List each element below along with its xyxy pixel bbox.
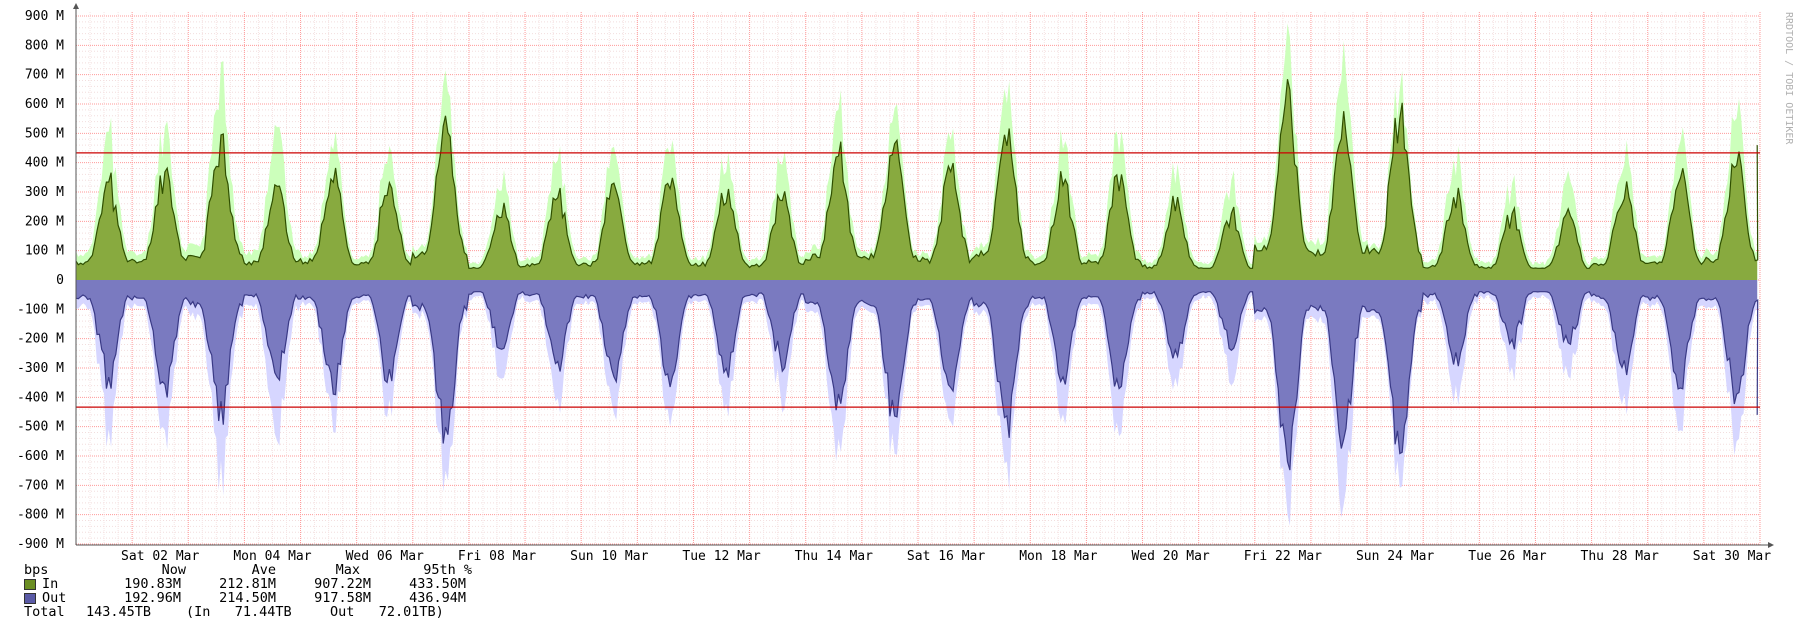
in-avg-area [76,79,1758,280]
x-tick-label: Sun 10 Mar [570,549,648,560]
y-tick-label: -500 M [17,420,64,435]
y-tick-label: 300 M [25,185,64,200]
x-tick-label: Tue 12 Mar [682,549,760,560]
y-tick-label: 900 M [25,9,64,24]
y-tick-label: 500 M [25,126,64,141]
legend-header-now: Now [161,562,186,578]
legend-out-max: 917.58M [314,590,371,606]
y-tick-label: 800 M [25,38,64,53]
legend-row-out: Out 192.96M 214.50M 917.58M 436.94M [24,591,472,605]
x-tick-label: Mon 18 Mar [1019,549,1097,560]
chart-axes [73,3,1774,548]
y-tick-label: -100 M [17,302,64,317]
y-tick-label: 100 M [25,244,64,259]
x-tick-label: Thu 14 Mar [795,549,873,560]
legend-total-value: 143.45TB [86,604,152,620]
x-tick-label: Wed 06 Mar [346,549,424,560]
legend-out-p95: 436.94M [409,590,466,606]
average-areas [75,79,1759,471]
y-tick-label: -900 M [17,537,64,552]
percentile-lines [76,152,1760,408]
legend-row-in: In 190.83M 212.81M 907.22M 433.50M [24,577,472,591]
legend-total-row: Total 143.45TB (In 71.44TB Out 72.01TB) [24,605,472,619]
legend-header-ave: Ave [251,562,276,578]
legend-total-label: Total [24,604,65,620]
x-tick-label: Sat 30 Mar [1693,549,1771,560]
out-avg-line [75,290,1759,471]
x-tick-label: Tue 26 Mar [1468,549,1546,560]
legend-in-now: 190.83M [124,576,181,592]
legend-in-ave: 212.81M [219,576,276,592]
legend-swatch-out [24,592,36,604]
x-axis-arrow [1768,542,1774,548]
legend-unit: bps [24,562,49,578]
legend-header-max: Max [335,562,360,578]
rrdtool-watermark: RRDTOOL / TOBI OETIKER [1783,12,1794,145]
y-tick-label: -700 M [17,478,64,493]
y-tick-label: 600 M [25,97,64,112]
x-tick-label: Mon 04 Mar [233,549,311,560]
y-axis-arrow [73,3,79,9]
legend-out-now: 192.96M [124,590,181,606]
x-tick-label: Thu 28 Mar [1581,549,1659,560]
in-avg-line [75,79,1759,270]
x-tick-label: Sat 16 Mar [907,549,985,560]
x-tick-label: Sat 02 Mar [121,549,199,560]
y-axis-labels: 900 M 800 M 700 M 600 M 500 M 400 M 300 M 200 M… [17,9,64,552]
y-tick-label: 0 [56,273,64,288]
y-tick-label: -600 M [17,449,64,464]
y-tick-label: 200 M [25,214,64,229]
y-tick-label: -400 M [17,390,64,405]
legend-label-in: In [42,576,59,592]
legend-in-max: 907.22M [314,576,371,592]
legend-total-out: Out 72.01TB) [330,604,444,620]
x-tick-label: Sun 24 Mar [1356,549,1434,560]
x-tick-label: Wed 20 Mar [1131,549,1209,560]
y-tick-label: -200 M [17,332,64,347]
legend-out-ave: 214.50M [219,590,276,606]
x-tick-label: Fri 08 Mar [458,549,536,560]
y-tick-label: 700 M [25,68,64,83]
traffic-chart: 900 M 800 M 700 M 600 M 500 M 400 M 300 M 200 M… [17,3,1794,560]
out-avg-area [76,280,1758,471]
legend: bps Now Ave Max 95th % In 190.83M 212.81… [24,563,472,619]
x-tick-label: Fri 22 Mar [1244,549,1322,560]
legend-swatch-in [24,578,36,590]
legend-in-p95: 433.50M [409,576,466,592]
x-axis-labels: Sat 02 Mar Mon 04 Mar Wed 06 Mar Fri 08 Mar… [121,549,1771,560]
y-tick-label: -300 M [17,361,64,376]
legend-total-in: (In 71.44TB [186,604,292,620]
legend-header-row: bps Now Ave Max 95th % [24,563,472,577]
y-tick-label: -800 M [17,508,64,523]
legend-label-out: Out [42,590,67,606]
legend-header-95th: 95th % [423,562,472,578]
y-tick-label: 400 M [25,156,64,171]
